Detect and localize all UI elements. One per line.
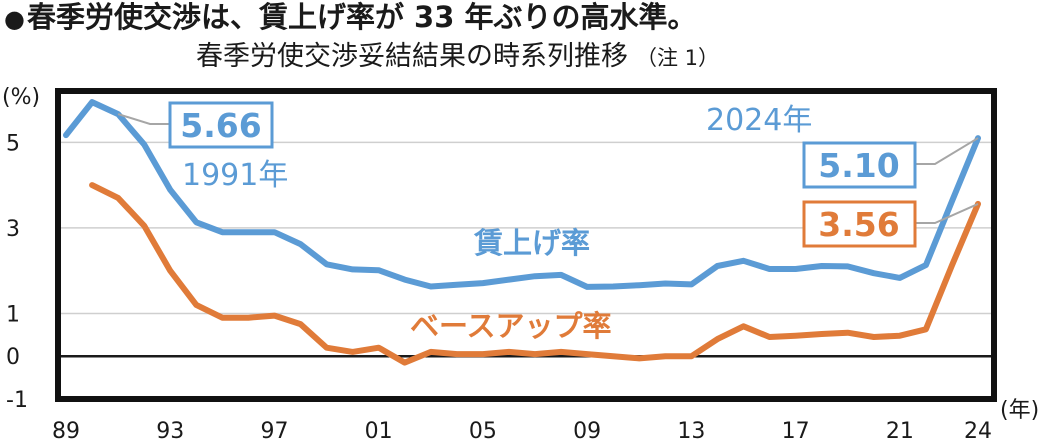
latest-base-box — [802, 200, 917, 248]
peak-value-text: 5.66 — [180, 106, 261, 145]
x-tick-label: 01 — [365, 419, 393, 443]
y-tick-label: 3 — [6, 217, 20, 242]
x-tick-label: 09 — [573, 419, 601, 443]
latest-wage-leader-line — [915, 137, 979, 165]
bullet-icon: ● — [4, 5, 25, 33]
wage-series-label: 賃上げ率 — [473, 226, 590, 260]
chart-title-note: （注 1） — [636, 46, 720, 70]
wage-increase-line — [63, 99, 981, 290]
chart-title: 春季労使交渉妥結結果の時系列推移 （注 1） — [196, 40, 719, 75]
base-up-line — [89, 182, 981, 366]
headline-text: 春季労使交渉は、賃上げ率が 33 年ぶりの高水準。 — [26, 0, 697, 34]
plot-frame — [55, 88, 997, 402]
x-tick-label: 13 — [677, 419, 705, 443]
headline: ●春季労使交渉は、賃上げ率が 33 年ぶりの高水準。 — [4, 0, 697, 36]
y-tick-label: 1 — [6, 302, 20, 327]
x-tick-label: 97 — [260, 419, 288, 443]
x-tick-label: 17 — [782, 419, 810, 443]
y-tick-label: -1 — [6, 388, 28, 413]
y-tick-label: 0 — [6, 345, 20, 370]
peak-year-label: 1991年 — [182, 158, 288, 193]
latest-wage-box — [802, 141, 917, 189]
x-tick-label: 21 — [886, 419, 914, 443]
peak-leader-line — [117, 113, 170, 125]
x-tick-label: 89 — [52, 419, 80, 443]
x-tick-label: 05 — [469, 419, 497, 443]
y-unit-label: (%) — [2, 85, 40, 110]
chart-title-text: 春季労使交渉妥結結果の時系列推移 — [196, 41, 628, 72]
latest-base-text: 3.56 — [818, 205, 899, 244]
x-tick-label: 24 — [964, 419, 992, 443]
peak-value-box — [168, 101, 274, 149]
latest-year-label: 2024年 — [706, 103, 812, 138]
base-series-label: ベースアップ率 — [410, 309, 612, 343]
latest-wage-text: 5.10 — [818, 146, 899, 185]
y-tick-label: 5 — [6, 131, 20, 156]
latest-base-leader-line — [915, 203, 979, 224]
x-tick-label: 93 — [156, 419, 184, 443]
x-unit-label: (年) — [1000, 398, 1039, 423]
